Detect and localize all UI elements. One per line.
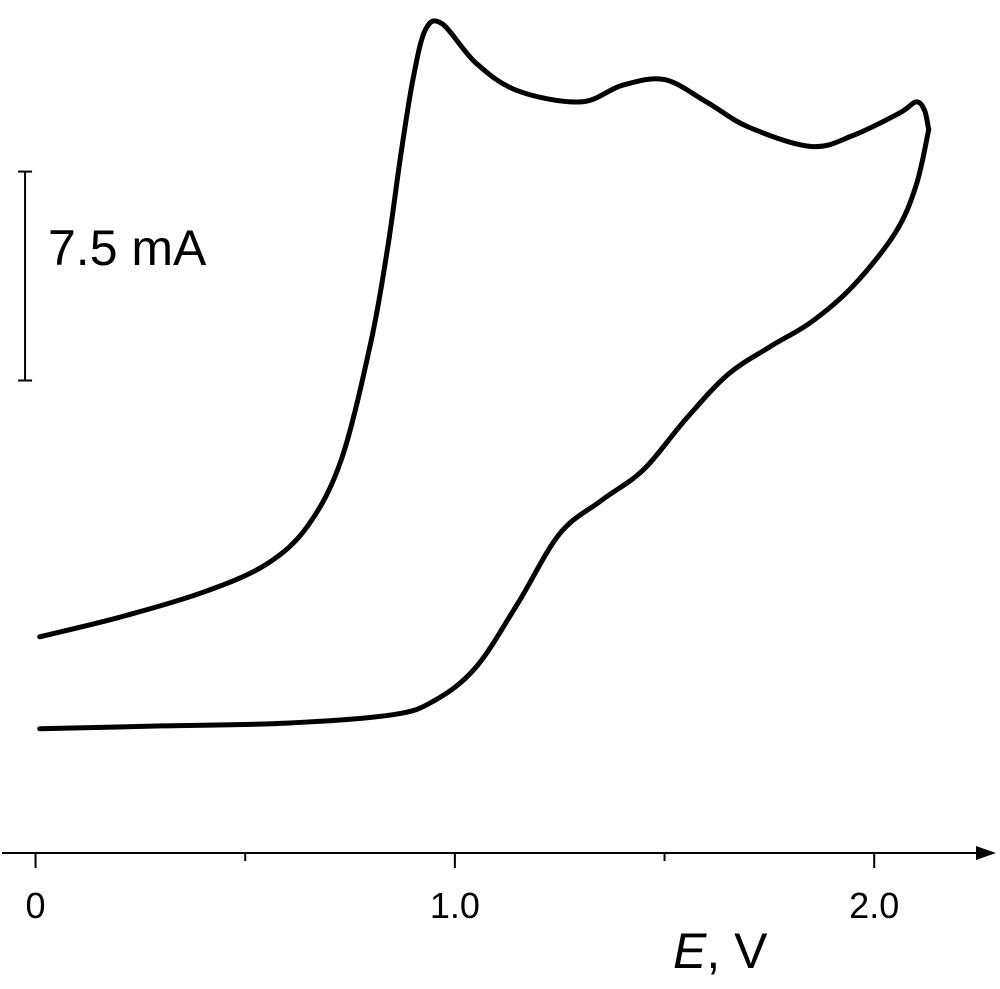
x-axis-label-variable: E [673, 923, 707, 979]
x-axis-label: E, V [673, 923, 768, 979]
series-line-anodic [37, 18, 932, 640]
x-tick-label: 0 [26, 885, 46, 926]
x-tick-label: 2.0 [849, 885, 899, 926]
x-ticks: 0 1.0 2.0 [26, 853, 899, 926]
curves [37, 18, 932, 732]
x-axis: 0 1.0 2.0 [2, 846, 996, 926]
x-tick-label: 1.0 [430, 885, 480, 926]
x-axis-arrow-icon [976, 846, 996, 860]
scale-bar-label: 7.5 mA [48, 220, 207, 276]
series-line-cathodic [37, 127, 932, 732]
x-axis-label-unit: , V [706, 923, 768, 979]
scale-bar [18, 170, 33, 382]
